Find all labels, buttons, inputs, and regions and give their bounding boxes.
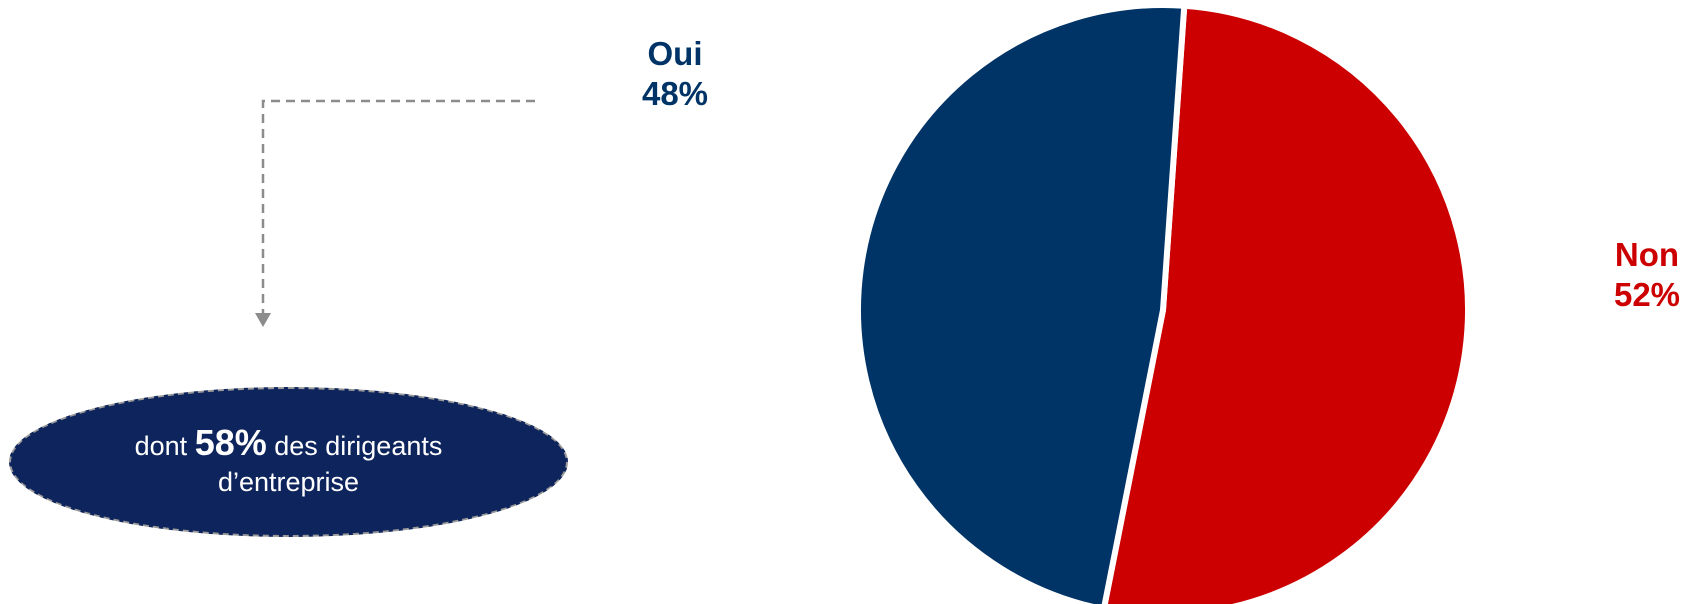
oui-name: Oui [647,35,703,72]
non-value: 52% [1613,276,1681,313]
non-name: Non [1614,236,1680,273]
note-highlight: 58% [194,421,267,463]
note-line2: d’entreprise [217,466,360,497]
connector-line [261,99,535,313]
oui-label: Oui 48% [600,34,750,114]
pie-slice-oui [855,2,1188,604]
pie-slice-non [1101,2,1471,604]
arrow-head-icon [255,313,271,327]
note-ellipse: dont 58% des dirigeants d’entreprise [9,387,568,537]
note-suffix: des dirigeants [266,430,443,461]
oui-value: 48% [641,75,709,112]
non-label: Non 52% [1592,235,1683,315]
note-prefix: dont [134,430,195,461]
